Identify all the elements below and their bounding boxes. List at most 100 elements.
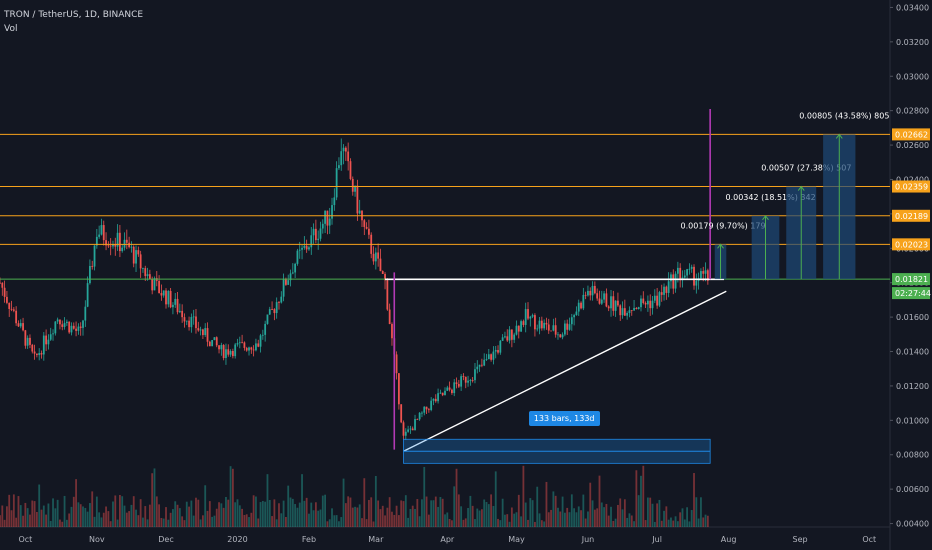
candle-body bbox=[381, 271, 384, 274]
candle-body bbox=[637, 307, 640, 309]
volume-bar bbox=[135, 509, 137, 527]
volume-bar bbox=[89, 503, 91, 527]
volume-bar bbox=[324, 494, 327, 527]
candle-body bbox=[499, 340, 502, 353]
candle-body bbox=[566, 323, 569, 330]
candle-body bbox=[628, 310, 631, 313]
candle-body bbox=[527, 309, 529, 319]
volume-bar bbox=[642, 465, 645, 527]
candle-body bbox=[199, 329, 202, 331]
candle-body bbox=[105, 240, 107, 246]
volume-bar bbox=[204, 485, 207, 527]
volume-bar bbox=[197, 499, 200, 527]
volume-bar bbox=[314, 502, 317, 527]
volume-bar bbox=[617, 504, 619, 527]
volume-bar bbox=[49, 520, 52, 527]
volume-bar bbox=[605, 503, 608, 527]
volume-bar bbox=[326, 521, 329, 527]
volume-bar bbox=[275, 519, 278, 527]
volume-bar bbox=[335, 515, 338, 527]
volume-bar bbox=[95, 496, 98, 527]
volume-bar bbox=[98, 512, 101, 527]
candle-body bbox=[483, 359, 486, 366]
volume-bar bbox=[628, 513, 631, 527]
candle-body bbox=[487, 354, 490, 360]
projection-label: 0.00179 (9.70%) 179 bbox=[681, 221, 766, 230]
candle-body bbox=[640, 298, 642, 308]
candle-body bbox=[342, 147, 345, 152]
candle-body bbox=[358, 210, 361, 214]
candle-body bbox=[400, 404, 403, 423]
candle-body bbox=[439, 392, 442, 394]
volume-bar bbox=[190, 500, 193, 527]
candle-body bbox=[490, 354, 493, 360]
candle-body bbox=[704, 270, 707, 274]
candle-body bbox=[125, 239, 128, 243]
candle-body bbox=[522, 321, 525, 325]
candle-body bbox=[128, 242, 131, 248]
candle-body bbox=[547, 324, 550, 331]
volume-bar bbox=[430, 500, 433, 527]
candle-body bbox=[130, 246, 133, 248]
volume-bar bbox=[635, 470, 638, 527]
candle-body bbox=[135, 250, 137, 264]
volume-bar bbox=[640, 475, 642, 527]
candle-body bbox=[612, 296, 615, 311]
candle-body bbox=[529, 316, 532, 319]
volume-bar bbox=[344, 503, 347, 527]
candle-body bbox=[411, 428, 414, 431]
candle-body bbox=[144, 268, 147, 277]
candle-body bbox=[344, 147, 347, 152]
volume-bar bbox=[338, 521, 340, 527]
volume-bar bbox=[451, 520, 453, 527]
volume-bar bbox=[8, 494, 11, 527]
volume-bar bbox=[153, 468, 156, 527]
volume-bar bbox=[84, 507, 87, 527]
volume-bar bbox=[395, 505, 398, 527]
volume-bar bbox=[400, 500, 403, 527]
candle-body bbox=[162, 290, 165, 296]
candle-body bbox=[536, 328, 539, 330]
volume-bar bbox=[118, 494, 121, 527]
candle-body bbox=[665, 286, 668, 293]
volume-bar bbox=[527, 519, 529, 527]
candle-body bbox=[593, 285, 596, 294]
volume-bar bbox=[266, 474, 269, 527]
volume-bar bbox=[114, 495, 117, 527]
candle-body bbox=[610, 296, 612, 309]
volume-bar bbox=[278, 503, 280, 527]
volume-bar bbox=[146, 519, 149, 527]
volume-bar bbox=[416, 499, 419, 527]
volume-bar bbox=[199, 519, 202, 527]
candles bbox=[0, 138, 709, 441]
volume-bar bbox=[333, 515, 336, 527]
volume-bar bbox=[259, 502, 262, 527]
candle-body bbox=[181, 310, 184, 318]
candle-body bbox=[633, 307, 635, 311]
candle-body bbox=[333, 197, 336, 206]
candle-body bbox=[600, 299, 603, 304]
candle-body bbox=[137, 250, 140, 255]
candle-body bbox=[504, 336, 506, 338]
candle-body bbox=[118, 232, 121, 252]
candle-body bbox=[497, 350, 499, 353]
symbol-line[interactable]: TRON / TetherUS, 1D, BINANCE bbox=[4, 10, 144, 20]
candle-body bbox=[331, 205, 333, 219]
candle-body bbox=[425, 406, 428, 410]
volume-bar bbox=[700, 497, 702, 527]
volume-bar bbox=[12, 494, 15, 527]
volume-bar bbox=[441, 498, 444, 527]
candle-body bbox=[568, 324, 571, 330]
candle-body bbox=[543, 322, 546, 329]
volume-bar bbox=[474, 519, 476, 527]
volume-bar bbox=[52, 498, 54, 527]
volume-bar bbox=[487, 504, 490, 527]
candle-body bbox=[255, 343, 257, 351]
candle-body bbox=[679, 267, 682, 281]
volume-bar bbox=[600, 502, 603, 527]
vol-label[interactable]: Vol bbox=[4, 24, 18, 34]
volume-bar bbox=[45, 514, 48, 527]
candle-body bbox=[418, 412, 421, 420]
volume-bar bbox=[206, 510, 209, 527]
